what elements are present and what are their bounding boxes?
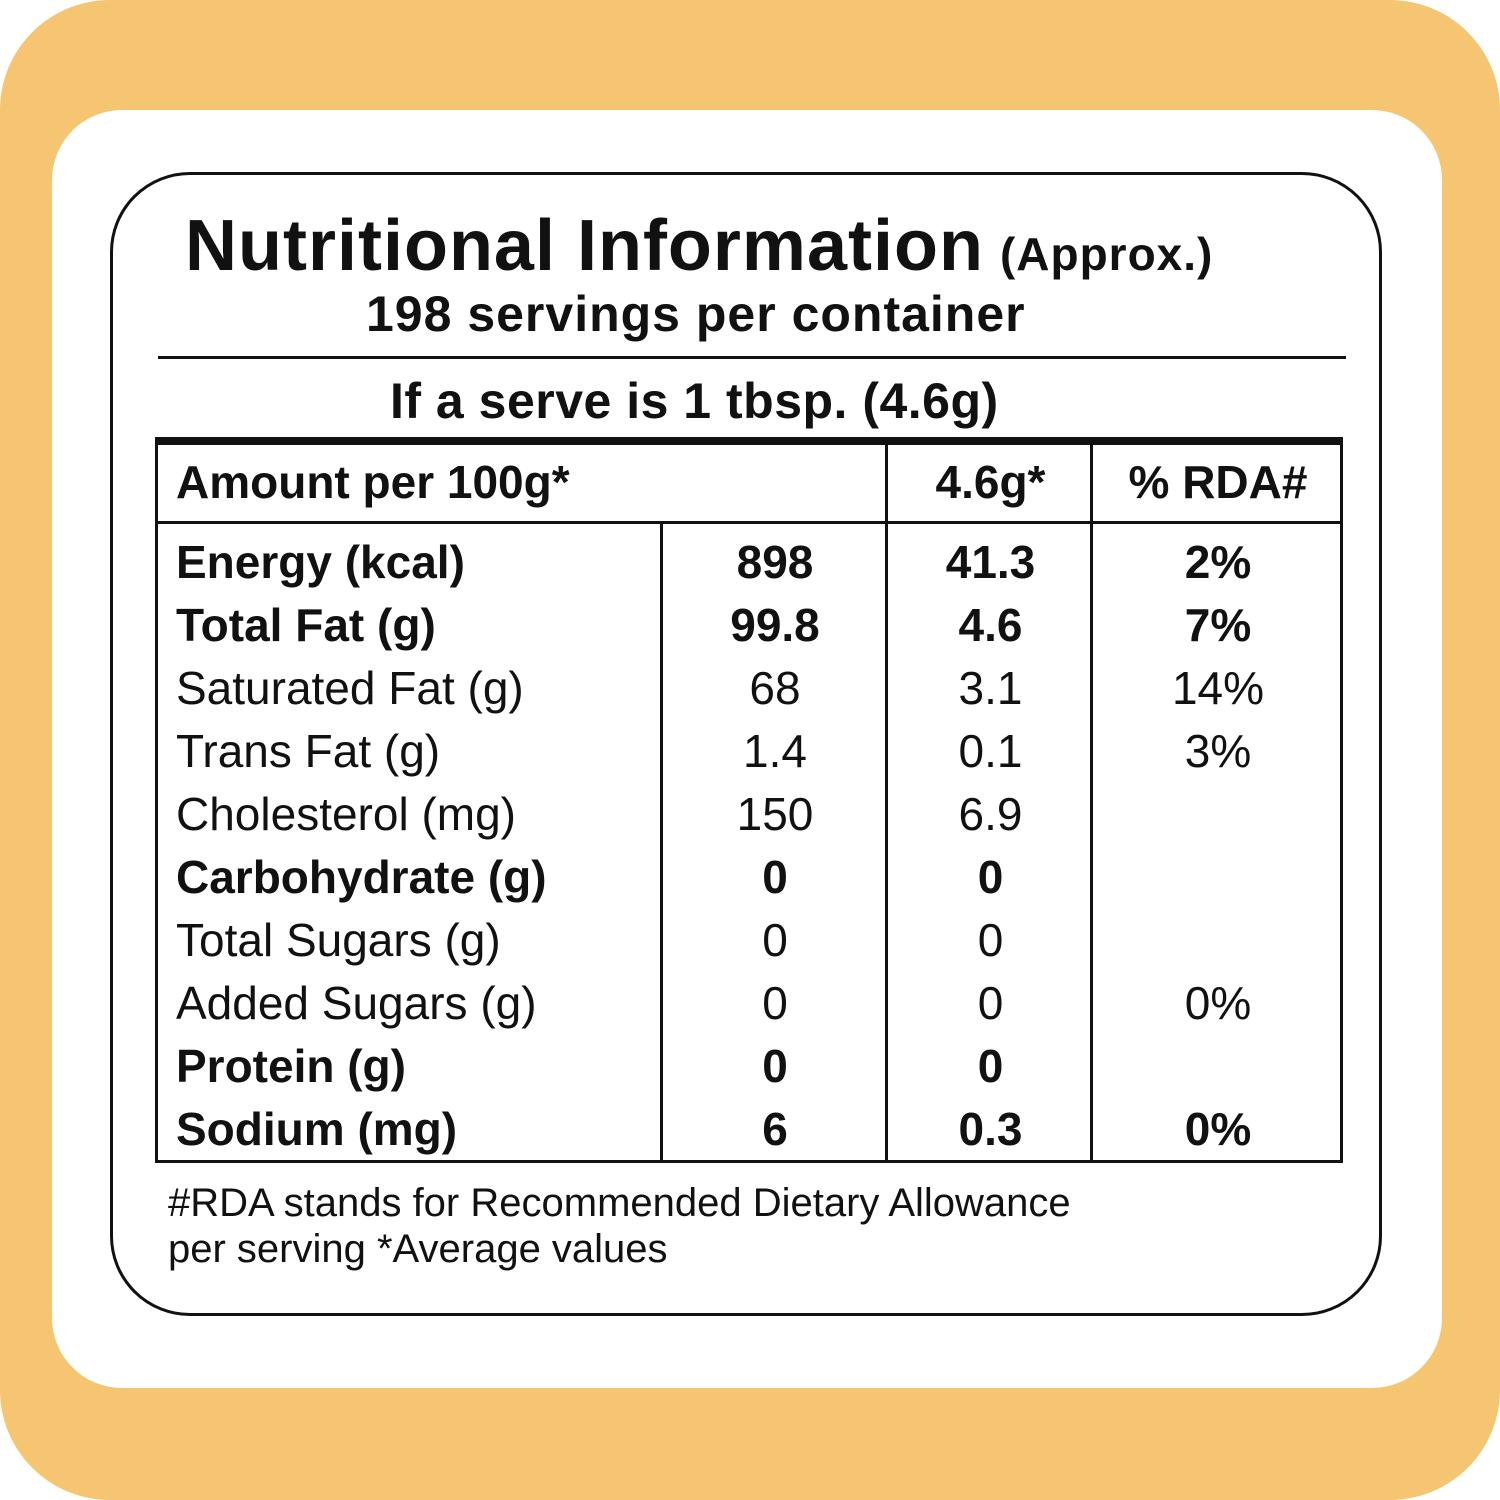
title-main: Nutritional Information xyxy=(185,206,984,286)
divider xyxy=(158,356,1346,359)
value-per-serve: 6.9 xyxy=(958,788,1023,840)
value-per-100g: 6 xyxy=(762,1103,788,1155)
header-amount: Amount per 100g* xyxy=(176,456,570,508)
nutrient-row: Sodium (mg) 6 0.3 0% xyxy=(158,1102,1340,1165)
value-per-100g: 0 xyxy=(762,914,788,966)
value-per-serve: 0 xyxy=(977,1040,1004,1092)
value-per-100g: 0 xyxy=(762,977,788,1029)
value-per-100g: 1.4 xyxy=(743,725,807,777)
nutrient-name: Cholesterol (mg) xyxy=(176,788,516,840)
column-divider xyxy=(885,445,888,1160)
nutrient-name: Saturated Fat (g) xyxy=(176,662,524,714)
value-per-serve: 0.1 xyxy=(958,725,1023,777)
nutrient-row: Energy (kcal) 898 41.3 2% xyxy=(158,535,1340,598)
header-divider xyxy=(158,521,1340,524)
nutrient-row: Total Fat (g) 99.8 4.6 7% xyxy=(158,598,1340,661)
footnote-line-2: per serving *Average values xyxy=(168,1227,668,1271)
nutrient-name: Total Fat (g) xyxy=(176,599,436,651)
header-per-serve: 4.6g* xyxy=(935,456,1046,508)
nutrient-name: Protein (g) xyxy=(176,1040,406,1092)
value-per-serve: 0 xyxy=(977,977,1004,1029)
value-per-serve: 0 xyxy=(977,851,1004,903)
footnote: #RDA stands for Recommended Dietary Allo… xyxy=(168,1180,1071,1272)
nutrient-row: Total Sugars (g) 0 0 xyxy=(158,913,1340,976)
servings-per-container: 198 servings per container xyxy=(366,286,1026,342)
nutrient-row: Added Sugars (g) 0 0 0% xyxy=(158,976,1340,1039)
nutrient-row: Carbohydrate (g) 0 0 xyxy=(158,850,1340,913)
value-per-100g: 68 xyxy=(749,662,801,714)
value-rda: 14% xyxy=(1171,662,1265,714)
value-per-serve: 0.3 xyxy=(958,1103,1023,1155)
value-per-serve: 3.1 xyxy=(958,662,1023,714)
value-per-100g: 150 xyxy=(736,788,814,840)
value-per-100g: 99.8 xyxy=(730,599,820,651)
value-per-serve: 0 xyxy=(977,914,1004,966)
serve-size: If a serve is 1 tbsp. (4.6g) xyxy=(390,373,999,429)
value-per-serve: 4.6 xyxy=(958,599,1023,651)
value-rda: 3% xyxy=(1184,725,1252,777)
value-rda: 0% xyxy=(1184,1103,1252,1155)
nutrient-row: Saturated Fat (g) 68 3.1 14% xyxy=(158,661,1340,724)
nutrient-row: Cholesterol (mg) 150 6.9 xyxy=(158,787,1340,850)
nutrient-name: Energy (kcal) xyxy=(176,536,465,588)
nutrient-name: Total Sugars (g) xyxy=(176,914,501,966)
title-suffix: (Approx.) xyxy=(999,228,1214,280)
nutrient-name: Added Sugars (g) xyxy=(176,977,537,1029)
column-divider xyxy=(660,524,663,1160)
value-rda: 2% xyxy=(1184,536,1252,588)
value-rda: 7% xyxy=(1184,599,1252,651)
column-divider xyxy=(1090,445,1093,1160)
nutrient-row: Protein (g) 0 0 xyxy=(158,1039,1340,1102)
value-per-100g: 898 xyxy=(736,536,814,588)
footnote-line-1: #RDA stands for Recommended Dietary Allo… xyxy=(168,1181,1071,1225)
value-rda: 0% xyxy=(1184,977,1252,1029)
nutrition-label xyxy=(110,172,1382,1316)
value-per-serve: 41.3 xyxy=(945,536,1036,588)
nutrient-row: Trans Fat (g) 1.4 0.1 3% xyxy=(158,724,1340,787)
label-title: Nutritional Information (Approx.) xyxy=(185,205,1385,287)
nutrition-table: Amount per 100g* 4.6g* % RDA# Energy (kc… xyxy=(155,437,1343,1163)
value-per-100g: 0 xyxy=(762,1040,788,1092)
header-rda: % RDA# xyxy=(1128,456,1308,508)
nutrient-name: Sodium (mg) xyxy=(176,1103,458,1155)
nutrient-name: Trans Fat (g) xyxy=(176,725,441,777)
value-per-100g: 0 xyxy=(762,851,788,903)
nutrient-name: Carbohydrate (g) xyxy=(176,851,547,903)
